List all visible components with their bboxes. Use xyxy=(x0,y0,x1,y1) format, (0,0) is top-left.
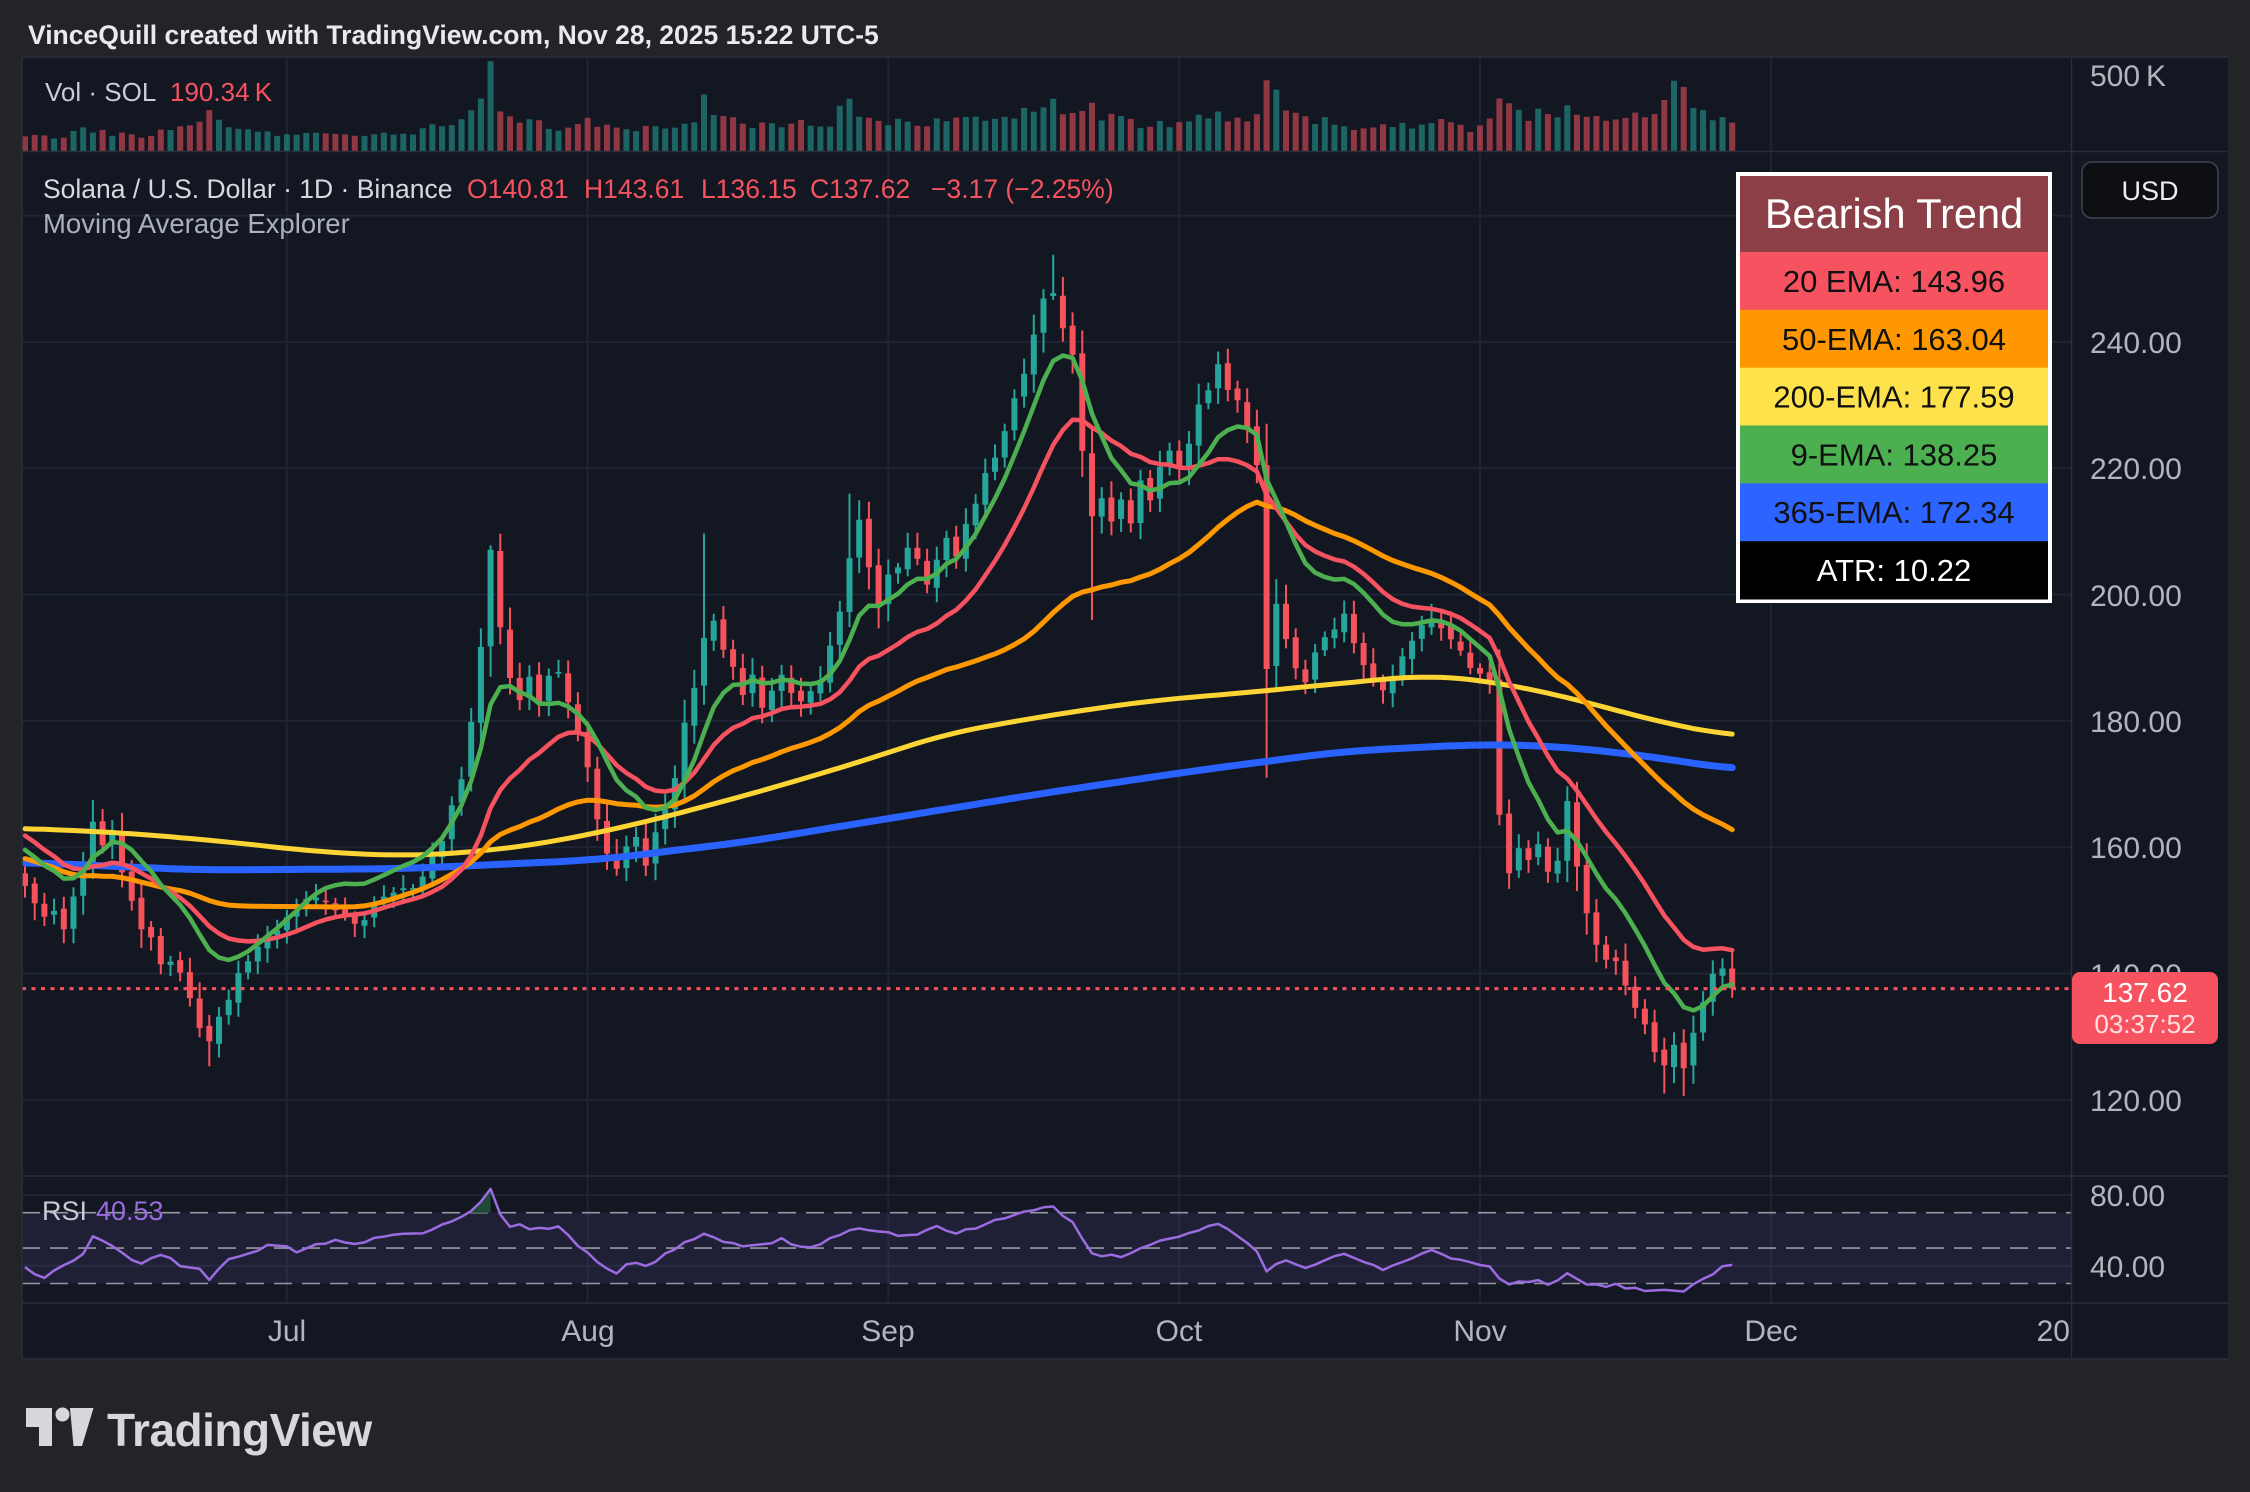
svg-text:USD: USD xyxy=(2121,176,2178,206)
svg-text:VinceQuill created with Tradin: VinceQuill created with TradingView.com,… xyxy=(28,20,879,50)
svg-text:Vol · SOL: Vol · SOL xyxy=(45,77,156,107)
svg-text:500 K: 500 K xyxy=(2090,60,2166,93)
svg-text:160.00: 160.00 xyxy=(2090,832,2182,865)
svg-text:Dec: Dec xyxy=(1744,1315,1797,1348)
svg-text:120.00: 120.00 xyxy=(2090,1085,2182,1118)
svg-text:240.00: 240.00 xyxy=(2090,327,2182,360)
svg-text:Oct: Oct xyxy=(1156,1315,1203,1348)
svg-text:C137.62: C137.62 xyxy=(810,174,910,204)
svg-text:Sep: Sep xyxy=(861,1315,914,1348)
svg-text:Solana / U.S. Dollar · 1D · Bi: Solana / U.S. Dollar · 1D · Binance xyxy=(43,174,452,204)
svg-text:O140.81: O140.81 xyxy=(467,174,569,204)
svg-text:80.00: 80.00 xyxy=(2090,1180,2165,1213)
svg-text:40.00: 40.00 xyxy=(2090,1251,2165,1284)
svg-text:365-EMA: 172.34: 365-EMA: 172.34 xyxy=(1773,495,2014,530)
svg-text:40.53: 40.53 xyxy=(96,1196,164,1226)
svg-text:9-EMA: 138.25: 9-EMA: 138.25 xyxy=(1791,437,1998,472)
svg-text:ATR: 10.22: ATR: 10.22 xyxy=(1817,553,1972,588)
svg-text:200.00: 200.00 xyxy=(2090,580,2182,613)
svg-text:20: 20 xyxy=(2037,1315,2070,1348)
svg-text:RSI: RSI xyxy=(42,1196,87,1226)
svg-text:−3.17 (−2.25%): −3.17 (−2.25%) xyxy=(931,174,1114,204)
svg-text:H143.61: H143.61 xyxy=(584,174,684,204)
svg-text:Bearish Trend: Bearish Trend xyxy=(1765,190,2023,237)
svg-text:50-EMA: 163.04: 50-EMA: 163.04 xyxy=(1782,322,2006,357)
svg-text:Moving Average Explorer: Moving Average Explorer xyxy=(43,208,350,239)
svg-text:L136.15: L136.15 xyxy=(701,174,797,204)
svg-text:Jul: Jul xyxy=(268,1315,306,1348)
svg-text:220.00: 220.00 xyxy=(2090,453,2182,486)
svg-text:20 EMA: 143.96: 20 EMA: 143.96 xyxy=(1783,264,2005,299)
svg-text:180.00: 180.00 xyxy=(2090,706,2182,739)
svg-text:TradingView: TradingView xyxy=(107,1404,372,1456)
svg-text:137.62: 137.62 xyxy=(2102,977,2188,1008)
svg-text:190.34 K: 190.34 K xyxy=(170,77,273,107)
svg-text:Nov: Nov xyxy=(1453,1315,1506,1348)
svg-text:03:37:52: 03:37:52 xyxy=(2094,1009,2195,1039)
svg-text:Aug: Aug xyxy=(561,1315,614,1348)
svg-text:200-EMA: 177.59: 200-EMA: 177.59 xyxy=(1773,380,2014,415)
